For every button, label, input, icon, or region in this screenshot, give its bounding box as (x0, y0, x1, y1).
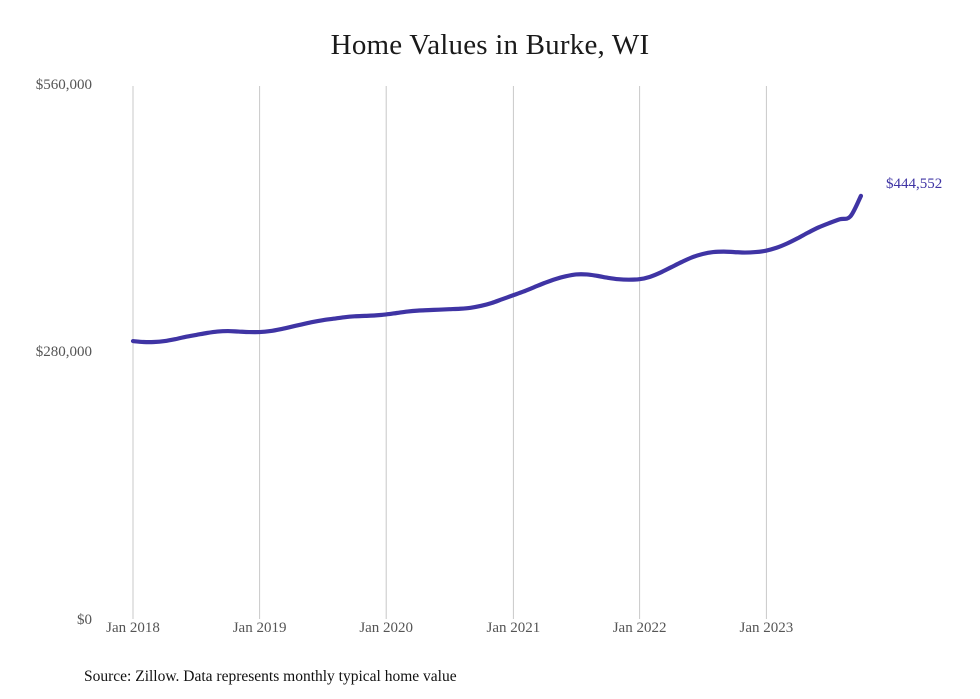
y-axis-tick-label-zero: $0 (77, 612, 92, 628)
x-axis-tick-label-jan-2022: Jan 2022 (612, 620, 667, 636)
series-line-typical-home-value (130, 193, 864, 345)
x-axis-tick-label-jan-2020: Jan 2020 (359, 620, 414, 636)
y-axis-tick-label-mid: $280,000 (35, 344, 92, 360)
series-end-value-label: $444,552 (886, 176, 943, 192)
gridlines-group (132, 86, 767, 619)
x-axis-tick-label-jan-2021: Jan 2021 (486, 620, 541, 636)
chart-title: Home Values in Burke, WI (330, 29, 650, 61)
x-axis-tick-label-jan-2023: Jan 2023 (739, 620, 794, 636)
x-axis-tick-label-jan-2019: Jan 2019 (232, 620, 287, 636)
chart-source-footnote: Source: Zillow. Data represents monthly … (84, 668, 457, 685)
y-axis-tick-label-max: $560,000 (35, 77, 92, 93)
x-axis-tick-label-jan-2018: Jan 2018 (106, 620, 160, 636)
